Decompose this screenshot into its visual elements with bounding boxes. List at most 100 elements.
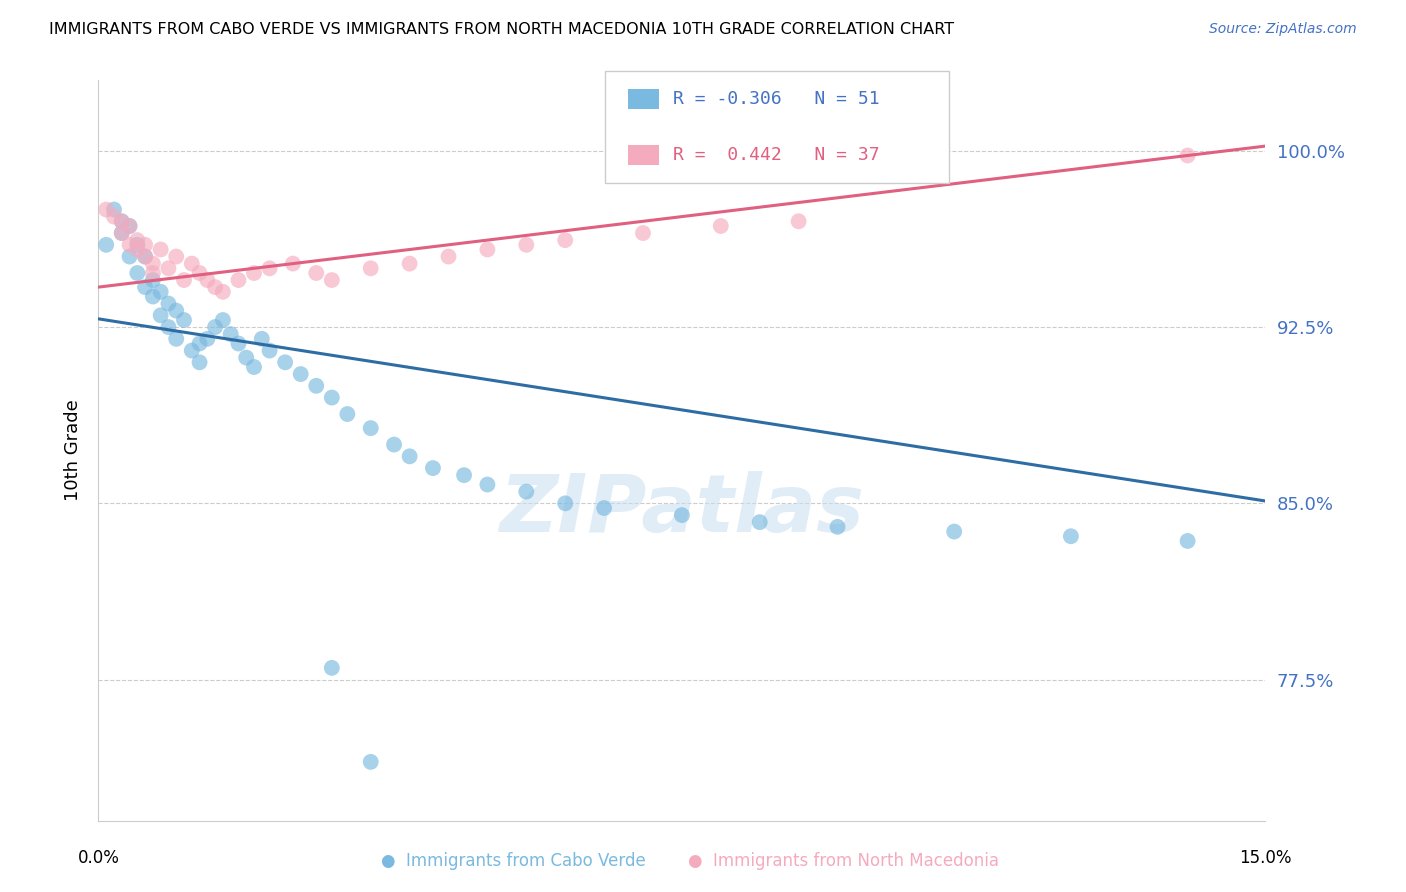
Point [477, 477, 499, 491]
Point [134, 250, 156, 264]
Point [259, 343, 281, 358]
Point [219, 327, 242, 342]
Point [188, 355, 211, 369]
Text: R = -0.306   N = 51: R = -0.306 N = 51 [673, 90, 880, 108]
Point [212, 313, 235, 327]
Point [118, 219, 141, 233]
Point [243, 266, 266, 280]
Point [336, 407, 359, 421]
Point [943, 524, 966, 539]
Point [103, 210, 125, 224]
Point [437, 250, 460, 264]
Point [321, 391, 343, 405]
Point [118, 237, 141, 252]
Point [142, 266, 165, 280]
Point [127, 237, 149, 252]
Point [228, 273, 250, 287]
Point [259, 261, 281, 276]
Point [290, 367, 312, 381]
Point [118, 250, 141, 264]
Point [173, 273, 195, 287]
Point [127, 266, 149, 280]
Point [212, 285, 235, 299]
Point [173, 313, 195, 327]
Point [204, 280, 226, 294]
Point [149, 308, 172, 322]
Text: ZIPatlas: ZIPatlas [499, 471, 865, 549]
Point [103, 202, 125, 217]
Point [180, 257, 202, 271]
Point [111, 226, 134, 240]
Point [422, 461, 444, 475]
Point [281, 257, 304, 271]
Point [321, 273, 343, 287]
Point [554, 496, 576, 510]
Point [195, 273, 218, 287]
Point [127, 233, 149, 247]
Point [477, 243, 499, 257]
Point [235, 351, 257, 365]
Point [111, 214, 134, 228]
Point [671, 508, 693, 522]
Point [180, 343, 202, 358]
Point [1177, 148, 1199, 162]
Point [1177, 533, 1199, 548]
Point [134, 280, 156, 294]
Point [96, 202, 118, 217]
Point [142, 289, 165, 303]
Text: R =  0.442   N = 37: R = 0.442 N = 37 [673, 146, 880, 164]
Point [515, 484, 537, 499]
Point [1060, 529, 1083, 543]
Point [96, 237, 118, 252]
Point [748, 515, 770, 529]
Point [453, 468, 475, 483]
Y-axis label: 10th Grade: 10th Grade [65, 400, 83, 501]
Text: IMMIGRANTS FROM CABO VERDE VS IMMIGRANTS FROM NORTH MACEDONIA 10TH GRADE CORRELA: IMMIGRANTS FROM CABO VERDE VS IMMIGRANTS… [49, 22, 955, 37]
Point [382, 437, 405, 451]
Point [631, 226, 654, 240]
Point [398, 257, 420, 271]
Point [515, 237, 537, 252]
Point [827, 520, 849, 534]
Point [165, 303, 187, 318]
Point [305, 379, 328, 393]
Point [360, 755, 382, 769]
Point [321, 661, 343, 675]
Text: 15.0%: 15.0% [1239, 849, 1292, 867]
Text: ●  Immigrants from North Macedonia: ● Immigrants from North Macedonia [688, 852, 1000, 870]
Point [593, 501, 616, 516]
Point [554, 233, 576, 247]
Point [360, 261, 382, 276]
Point [188, 266, 211, 280]
Point [274, 355, 297, 369]
Point [134, 237, 156, 252]
Point [165, 250, 187, 264]
Point [710, 219, 733, 233]
Point [111, 214, 134, 228]
Point [195, 332, 218, 346]
Point [228, 336, 250, 351]
Point [204, 320, 226, 334]
Point [305, 266, 328, 280]
Point [243, 359, 266, 374]
Point [787, 214, 810, 228]
Point [118, 219, 141, 233]
Point [111, 226, 134, 240]
Text: ●  Immigrants from Cabo Verde: ● Immigrants from Cabo Verde [381, 852, 645, 870]
Point [360, 421, 382, 435]
Text: Source: ZipAtlas.com: Source: ZipAtlas.com [1209, 22, 1357, 37]
Text: 0.0%: 0.0% [77, 849, 120, 867]
Point [250, 332, 273, 346]
Point [188, 336, 211, 351]
Point [398, 450, 420, 464]
Point [165, 332, 187, 346]
Point [157, 296, 180, 310]
Point [134, 250, 156, 264]
Point [142, 273, 165, 287]
Point [142, 257, 165, 271]
Point [157, 320, 180, 334]
Point [127, 243, 149, 257]
Point [149, 285, 172, 299]
Point [157, 261, 180, 276]
Point [149, 243, 172, 257]
